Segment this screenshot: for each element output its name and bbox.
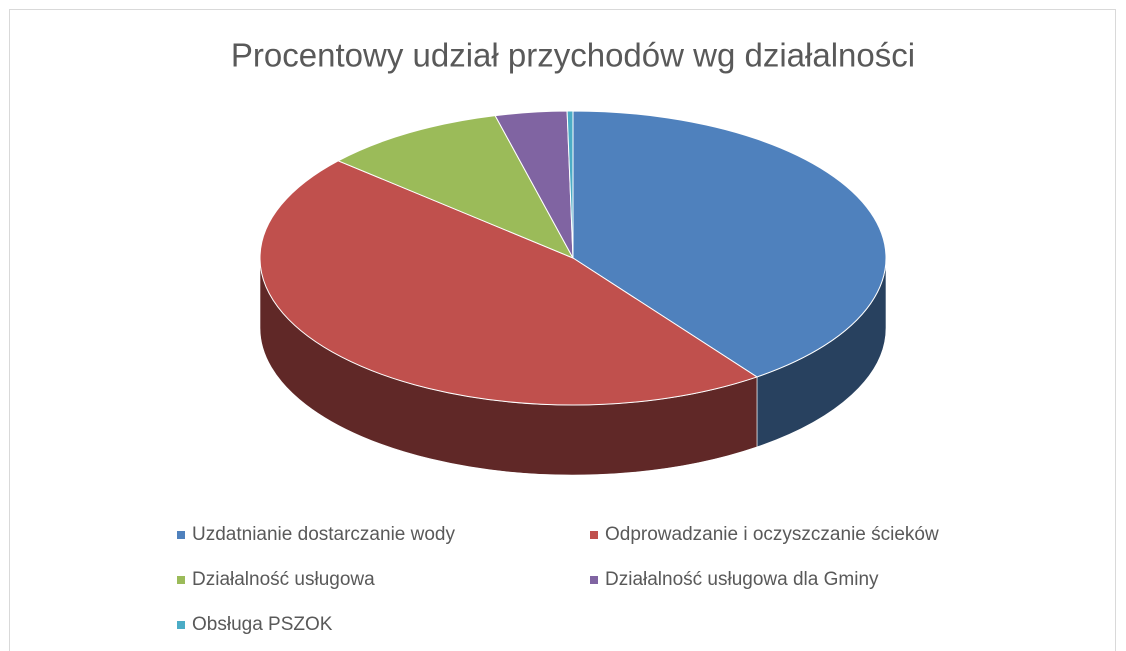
legend-marker — [177, 531, 185, 539]
chart-frame — [9, 9, 1116, 651]
legend-marker — [177, 576, 185, 584]
legend-label: Uzdatnianie dostarczanie wody — [192, 524, 455, 545]
legend-label: Działalność usługowa — [192, 569, 375, 590]
pie-slice — [566, 110, 574, 259]
legend-marker — [590, 531, 598, 539]
legend-label: Działalność usługowa dla Gminy — [605, 569, 879, 590]
pie-slice — [259, 160, 759, 406]
pie-slice — [572, 110, 887, 378]
legend-label: Obsługa PSZOK — [192, 614, 333, 635]
legend-marker — [177, 621, 185, 629]
chart-title: Procentowy udział przychodów wg działaln… — [231, 37, 915, 74]
legend-label: Odprowadzanie i oczyszczanie ścieków — [605, 524, 939, 545]
legend-marker — [590, 576, 598, 584]
